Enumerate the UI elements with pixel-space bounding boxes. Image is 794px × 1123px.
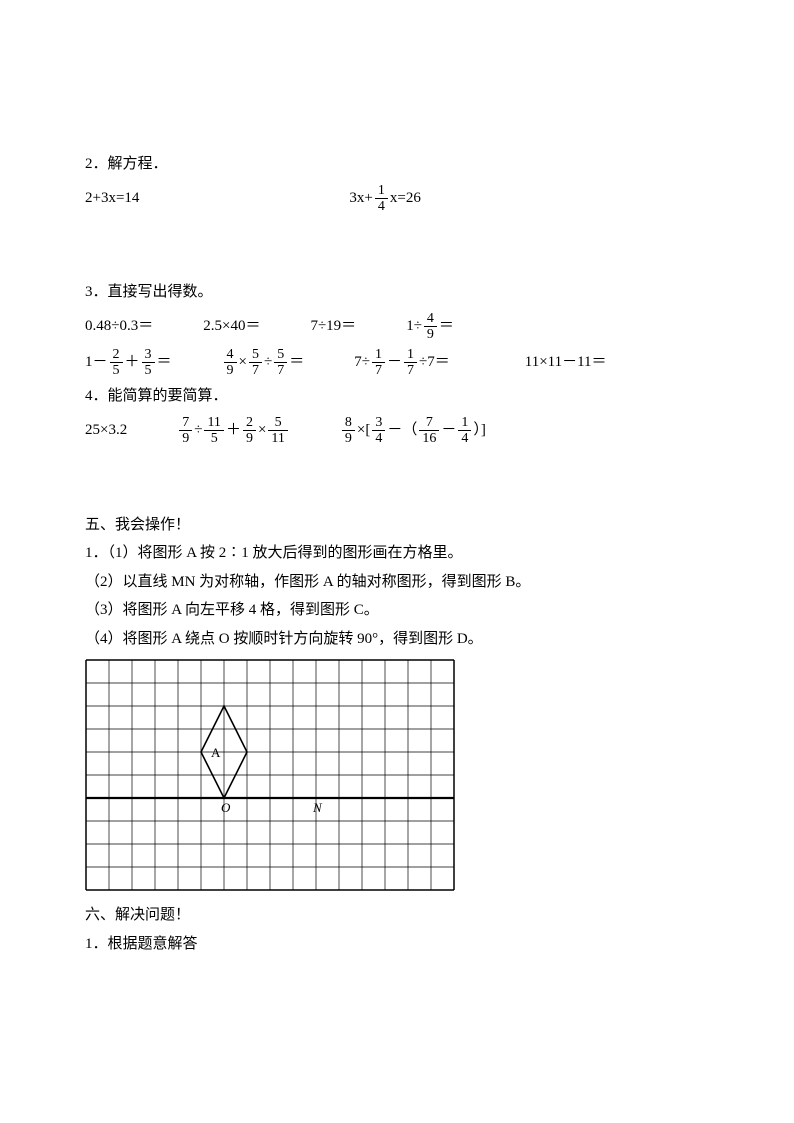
q3-r2-b-f2: 57 <box>249 347 262 379</box>
q3-r2-a-f1: 25 <box>110 347 123 379</box>
q4-b-m3: × <box>258 416 266 445</box>
q3-r2-c-f1: 17 <box>372 347 385 379</box>
q3-r2-b-f1: 49 <box>224 347 237 379</box>
q3-r2-c-m1: － <box>387 348 402 377</box>
grid-svg: A O N <box>85 659 455 891</box>
q2-eq2-frac: 1 4 <box>375 183 388 215</box>
section5-heading: 五、我会操作！ <box>85 511 709 540</box>
q2-eq1: 2+3x=14 <box>85 184 139 213</box>
q4-b-f1: 79 <box>179 415 192 447</box>
q2-eq2-pre: 3x+ <box>349 184 372 213</box>
q3-row1: 0.48÷0.3＝ 2.5×40＝ 7÷19＝ 1÷ 4 9 ＝ <box>85 311 709 343</box>
q3-r2-b-m1: × <box>239 348 247 377</box>
section5-s2: （2）以直线 MN 为对称轴，作图形 A 的轴对称图形，得到图形 B。 <box>85 568 709 597</box>
q3-r1-a: 0.48÷0.3＝ <box>85 312 153 341</box>
q3-row2: 1－ 25 ＋ 35 ＝ 49 × 57 ÷ 57 ＝ 7÷ 17 － 17 ÷… <box>85 347 709 379</box>
section5-s4: （4）将图形 A 绕点 O 按顺时针方向旋转 90°，得到图形 D。 <box>85 625 709 654</box>
q4-a: 25×3.2 <box>85 416 127 445</box>
svg-text:N: N <box>312 800 323 815</box>
q4-c-m1: ×[ <box>357 416 370 445</box>
q4-b-m1: ÷ <box>194 416 202 445</box>
q4-c-m4: ）] <box>473 416 486 445</box>
q3-r2-c-f2: 17 <box>404 347 417 379</box>
q4-title: 4．能简算的要简算． <box>85 382 709 411</box>
q4-c-m3: － <box>441 416 456 445</box>
q4-c-f1: 89 <box>342 415 355 447</box>
q4-c-f2: 34 <box>372 415 385 447</box>
q4-b-f2: 115 <box>204 415 223 447</box>
q3-r1-d-frac: 4 9 <box>424 311 437 343</box>
q3-r2-c-post: ÷7＝ <box>419 348 450 377</box>
svg-text:A: A <box>211 745 221 760</box>
q3-r1-d-pre: 1÷ <box>406 312 422 341</box>
q3-title: 3．直接写出得数。 <box>85 278 709 307</box>
section6-heading: 六、解决问题！ <box>85 901 709 930</box>
q4-row: 25×3.2 79 ÷ 115 ＋ 29 × 511 89 ×[ 34 －（ 7… <box>85 415 709 447</box>
q4-c-m2: －（ <box>387 416 417 445</box>
q2-title: 2．解方程． <box>85 150 709 179</box>
q2-equations: 2+3x=14 3x+ 1 4 x=26 <box>85 183 709 215</box>
q3-r2-b-post: ＝ <box>289 348 304 377</box>
grid-figure: A O N <box>85 659 709 891</box>
q3-r1-c: 7÷19＝ <box>310 312 356 341</box>
q3-r2-d: 11×11－11＝ <box>525 348 607 377</box>
q2-eq2-post: x=26 <box>390 184 421 213</box>
q4-b-m2: ＋ <box>226 416 241 445</box>
q3-r2-a-pre: 1－ <box>85 348 108 377</box>
q3-r2-c-pre: 7÷ <box>354 348 370 377</box>
q3-r2-a-mid: ＋ <box>125 348 140 377</box>
section5-s1: 1．（1）将图形 A 按 2∶1 放大后得到的图形画在方格里。 <box>85 539 709 568</box>
q4-b-f3: 29 <box>243 415 256 447</box>
page: 2．解方程． 2+3x=14 3x+ 1 4 x=26 3．直接写出得数。 0.… <box>0 0 794 1018</box>
section6-s1: 1．根据题意解答 <box>85 930 709 959</box>
q3-r2-b-f3: 57 <box>274 347 287 379</box>
svg-text:O: O <box>221 800 231 815</box>
q3-r1-d-post: ＝ <box>439 312 454 341</box>
q3-r1-b: 2.5×40＝ <box>203 312 260 341</box>
q4-c-f3: 716 <box>419 415 439 447</box>
section5-s3: （3）将图形 A 向左平移 4 格，得到图形 C。 <box>85 596 709 625</box>
q4-c-f4: 14 <box>458 415 471 447</box>
q4-b-f4: 511 <box>268 415 287 447</box>
q3-r2-b-m2: ÷ <box>264 348 272 377</box>
q3-r2-a-f2: 35 <box>142 347 155 379</box>
q3-r2-a-post: ＝ <box>157 348 172 377</box>
